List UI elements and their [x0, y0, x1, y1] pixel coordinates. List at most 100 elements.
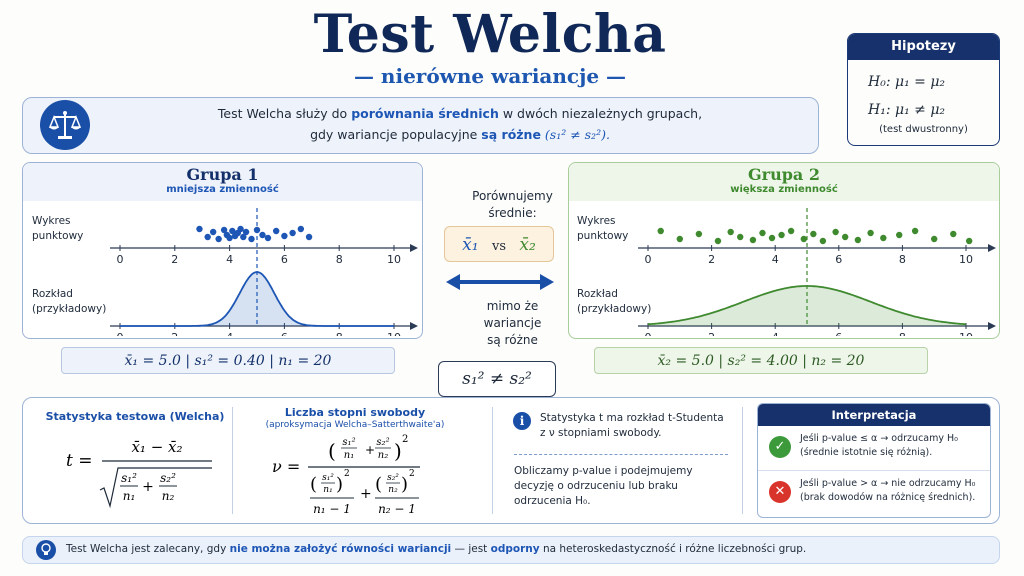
n1: n₁	[323, 485, 332, 495]
group1-stats-text: x̄₁ = 5.0 | s₁² = 0.40 | n₁ = 20	[124, 353, 332, 369]
tick-label: 10	[959, 331, 973, 336]
divider	[492, 407, 493, 514]
interpretation-box: Interpretacja ✓ Jeśli p-value ≤ α → odrz…	[757, 403, 991, 518]
text-line: Jeśli p-value ≤ α → odrzucamy H₀	[800, 433, 958, 444]
tick-label: 10	[387, 253, 401, 266]
paren: (	[375, 474, 382, 495]
distribution-note: Statystyka t ma rozkład t-Studenta z ν s…	[540, 411, 750, 441]
tick-label: 10	[959, 253, 973, 266]
group1-stats: x̄₁ = 5.0 | s₁² = 0.40 | n₁ = 20	[61, 347, 395, 374]
data-point	[226, 234, 233, 242]
tick-label: 0	[117, 253, 124, 266]
data-point	[695, 230, 703, 238]
tick-label: 2	[708, 253, 715, 266]
tick-label: 4	[226, 253, 233, 266]
data-point	[749, 236, 757, 244]
group2-stats-text: x̄₂ = 5.0 | s₂² = 4.00 | n₂ = 20	[657, 353, 865, 369]
axis-arrow-icon	[988, 322, 996, 330]
plus: +	[360, 486, 372, 502]
tick-label: 8	[336, 253, 343, 266]
s2-sq: s₂²	[387, 473, 399, 483]
data-point	[800, 235, 808, 243]
h1-line: H₁: μ₁ ≠ μ₂	[868, 102, 946, 118]
data-point	[204, 233, 211, 241]
note-line: z ν stopniami swobody.	[540, 427, 662, 439]
intro-box	[22, 97, 819, 154]
s1-sq: s₁²	[342, 437, 355, 448]
data-point	[281, 232, 288, 240]
t-numerator: x̄₁ − x̄₂	[131, 438, 182, 456]
intro-line-2: gdy wariancje populacyjne są różne (s₁² …	[100, 127, 820, 142]
label-line: Rozkład	[32, 288, 73, 300]
tick-label: 6	[281, 331, 288, 336]
n1-minus-1: n₁ − 1	[313, 502, 351, 516]
intro-emphasis: są różne	[481, 127, 541, 142]
tick-label: 8	[899, 331, 906, 336]
axis-arrow-icon	[988, 244, 996, 252]
data-point	[272, 227, 280, 235]
data-point	[297, 225, 305, 233]
text-line: (brak dowodów na różnicę średnich).	[800, 492, 976, 503]
s1-sq: s₁²	[322, 473, 334, 483]
data-point	[229, 227, 236, 235]
data-point	[810, 230, 817, 238]
tick-label: 0	[645, 253, 652, 266]
note-line: wariancje	[483, 316, 542, 330]
compare-means-box: x̄₁ vs x̄₂	[444, 226, 554, 262]
footer-part: Test Welcha jest zalecany, gdy	[66, 543, 230, 555]
footer-part: na heteroskedastyczność i różne liczebno…	[539, 543, 807, 555]
label-line: Wykres	[577, 215, 616, 227]
tick-label: 0	[645, 331, 652, 336]
paren: (	[328, 439, 336, 463]
tick-label: 2	[171, 253, 178, 266]
tick-label: 6	[835, 253, 842, 266]
df-subtitle: (aproksymacja Welcha–Satterthwaite'a)	[265, 420, 445, 430]
compare-label-line: średnie:	[488, 206, 537, 220]
s2-sq: s₂²	[160, 471, 176, 485]
tick-label: 0	[117, 331, 124, 336]
label-line: Rozkład	[577, 288, 618, 300]
page-subtitle: — nierówne wariancje —	[353, 64, 627, 88]
n2: n₂	[378, 450, 388, 461]
exponent: 2	[409, 469, 415, 479]
data-point	[841, 233, 849, 241]
group2-header: Grupa 2 większa zmienność	[569, 163, 999, 201]
group1-header: Grupa 1 mniejsza zmienność	[23, 163, 422, 201]
tick-label: 10	[387, 331, 401, 336]
data-point	[737, 233, 744, 241]
statistic-title: Statystyka testowa (Welcha)	[45, 410, 225, 423]
check-icon: ✓	[769, 436, 791, 458]
variance-inequality: s₁² ≠ s₂²	[462, 369, 532, 389]
plus: +	[365, 443, 375, 457]
df-title: Liczba stopni swobody	[284, 406, 426, 419]
exponent: 2	[402, 434, 408, 445]
text-line: (średnie istotnie się różnią).	[800, 447, 933, 458]
data-point	[259, 231, 266, 239]
t-statistic-formula: t = x̄₁ − x̄₂ s₁² n₁ + s₂² n₂	[66, 438, 212, 509]
footer-bar	[22, 536, 1000, 564]
t-lhs: t =	[66, 451, 92, 471]
cross-icon: ✕	[769, 481, 791, 503]
data-point	[896, 231, 903, 239]
plus: +	[142, 479, 154, 495]
tick-label: 6	[281, 253, 288, 266]
df-formula: ν = ( s₁² n₁ + s₂² n₂ ) 2 ( s₁² n₁ ) 2 +…	[272, 434, 420, 516]
footer-text: Test Welcha jest zalecany, gdy nie można…	[66, 543, 986, 555]
label-line: Wykres	[32, 215, 71, 227]
variances-differ-note: mimo że wariancje są różne	[440, 298, 585, 349]
tick-label: 8	[899, 253, 906, 266]
paren: )	[336, 474, 343, 495]
tick-label: 4	[772, 331, 779, 336]
group1-dot-label: Wykres punktowy	[32, 214, 83, 244]
group2-chart: 0 2 4 6 8 10 0 2 4 6 8 10	[638, 208, 996, 336]
data-point	[209, 228, 217, 236]
group2-dot-label: Wykres punktowy	[577, 214, 628, 244]
data-point	[787, 227, 795, 235]
paren: (	[310, 474, 317, 495]
group2-title: Grupa 2	[748, 165, 820, 184]
data-point	[727, 228, 734, 236]
data-point	[880, 234, 887, 242]
data-point	[248, 235, 255, 243]
interpretation-heading: Interpretacja	[758, 404, 990, 426]
label-line: (przykładowy)	[577, 303, 652, 315]
